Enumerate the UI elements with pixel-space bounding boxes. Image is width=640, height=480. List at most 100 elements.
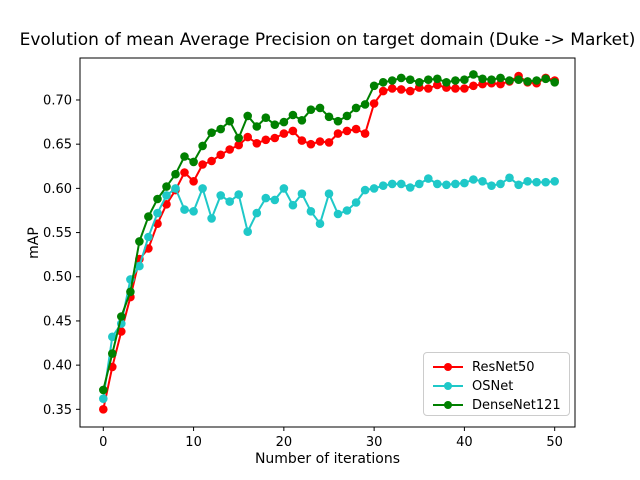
series-marker-DenseNet121 — [496, 73, 505, 83]
series-marker-DenseNet121 — [541, 74, 550, 84]
series-marker-DenseNet121 — [442, 78, 451, 87]
series-marker-DenseNet121 — [342, 111, 352, 121]
series-marker-OSNet — [451, 179, 460, 189]
series-marker-DenseNet121 — [216, 124, 225, 134]
series-marker-DenseNet121 — [523, 77, 532, 86]
series-marker-ResNet50 — [378, 86, 388, 96]
legend-item-osnet: OSNet — [433, 377, 561, 395]
series-marker-OSNet — [405, 183, 415, 192]
series-marker-DenseNet121 — [261, 113, 271, 122]
series-marker-OSNet — [198, 184, 207, 193]
x-tick-label: 30 — [366, 435, 383, 450]
series-marker-ResNet50 — [387, 84, 397, 93]
y-tick-label: 0.35 — [43, 403, 72, 418]
series-marker-DenseNet121 — [270, 120, 280, 129]
series-marker-OSNet — [261, 193, 271, 203]
series-marker-OSNet — [297, 189, 307, 198]
series-marker-OSNet — [333, 209, 343, 219]
series-marker-DenseNet121 — [469, 70, 478, 79]
series-marker-DenseNet121 — [405, 75, 415, 84]
series-marker-OSNet — [243, 227, 252, 236]
series-marker-ResNet50 — [99, 405, 108, 414]
series-marker-ResNet50 — [270, 133, 280, 143]
series-marker-OSNet — [99, 394, 108, 404]
series-marker-ResNet50 — [460, 84, 469, 93]
series-marker-DenseNet121 — [225, 116, 234, 126]
series-line-DenseNet121 — [102, 73, 556, 391]
chart-title: Evolution of mean Average Precision on t… — [19, 30, 636, 50]
series-marker-OSNet — [153, 208, 162, 218]
series-marker-DenseNet121 — [279, 117, 289, 127]
series-marker-DenseNet121 — [153, 194, 162, 204]
series-marker-OSNet — [306, 207, 316, 216]
series-marker-OSNet — [234, 190, 243, 199]
series-marker-ResNet50 — [252, 139, 262, 148]
series-marker-OSNet — [342, 206, 352, 215]
series-marker-DenseNet121 — [415, 78, 424, 87]
series-marker-ResNet50 — [424, 84, 433, 93]
series-marker-DenseNet121 — [126, 287, 135, 297]
series-marker-DenseNet121 — [387, 76, 397, 85]
x-tick-label: 20 — [276, 435, 293, 450]
x-tick-label: 0 — [99, 435, 107, 450]
legend-label-resnet50: ResNet50 — [472, 359, 535, 375]
y-tick-label: 0.65 — [43, 138, 72, 153]
y-tick-label: 0.50 — [43, 270, 72, 285]
series-marker-OSNet — [315, 219, 325, 228]
series-marker-ResNet50 — [189, 177, 198, 186]
series-marker-DenseNet121 — [460, 75, 469, 84]
series-marker-DenseNet121 — [198, 141, 207, 151]
series-marker-OSNet — [225, 197, 234, 206]
series-marker-DenseNet121 — [351, 103, 361, 113]
series-marker-DenseNet121 — [297, 116, 307, 125]
series-marker-DenseNet121 — [487, 75, 496, 84]
series-marker-DenseNet121 — [360, 100, 370, 109]
series-marker-ResNet50 — [369, 99, 379, 108]
series-marker-ResNet50 — [360, 129, 370, 138]
x-tick-label: 50 — [546, 435, 563, 450]
series-marker-DenseNet121 — [532, 76, 541, 85]
series-marker-DenseNet121 — [433, 74, 442, 84]
series-marker-ResNet50 — [351, 124, 361, 134]
series-marker-ResNet50 — [180, 168, 189, 177]
series-marker-DenseNet121 — [451, 76, 460, 85]
legend-swatch-resnet50 — [433, 358, 463, 376]
series-marker-DenseNet121 — [378, 78, 388, 87]
series-marker-OSNet — [505, 173, 514, 183]
series-marker-ResNet50 — [333, 129, 343, 138]
series-marker-OSNet — [396, 179, 406, 189]
series-marker-DenseNet121 — [234, 133, 243, 143]
series-marker-OSNet — [469, 175, 478, 184]
legend: ResNet50 OSNet DenseNet121 — [423, 352, 570, 416]
series-marker-DenseNet121 — [333, 116, 343, 126]
series-marker-DenseNet121 — [478, 74, 487, 84]
series-marker-DenseNet121 — [99, 385, 108, 395]
series-marker-OSNet — [270, 195, 280, 205]
series-marker-ResNet50 — [306, 139, 316, 149]
series-marker-ResNet50 — [225, 145, 234, 154]
y-tick-label: 0.70 — [43, 93, 72, 108]
series-marker-ResNet50 — [234, 140, 243, 150]
series-marker-OSNet — [207, 214, 216, 223]
series-marker-ResNet50 — [198, 160, 207, 169]
series-marker-ResNet50 — [288, 126, 298, 136]
series-marker-DenseNet121 — [252, 122, 262, 131]
y-tick-label: 0.40 — [43, 359, 72, 374]
series-marker-ResNet50 — [243, 132, 252, 142]
series-marker-DenseNet121 — [424, 75, 433, 84]
series-marker-ResNet50 — [405, 86, 415, 96]
series-marker-OSNet — [216, 191, 225, 200]
series-marker-DenseNet121 — [550, 78, 559, 87]
series-marker-OSNet — [351, 198, 361, 207]
series-marker-DenseNet121 — [135, 237, 144, 246]
series-marker-ResNet50 — [451, 84, 460, 93]
series-marker-DenseNet121 — [324, 112, 334, 122]
legend-item-resnet50: ResNet50 — [433, 358, 561, 376]
series-marker-ResNet50 — [261, 135, 271, 145]
series-marker-ResNet50 — [207, 156, 216, 166]
x-axis-label: Number of iterations — [254, 451, 401, 467]
series-marker-OSNet — [478, 177, 487, 186]
series-marker-DenseNet121 — [144, 212, 153, 221]
